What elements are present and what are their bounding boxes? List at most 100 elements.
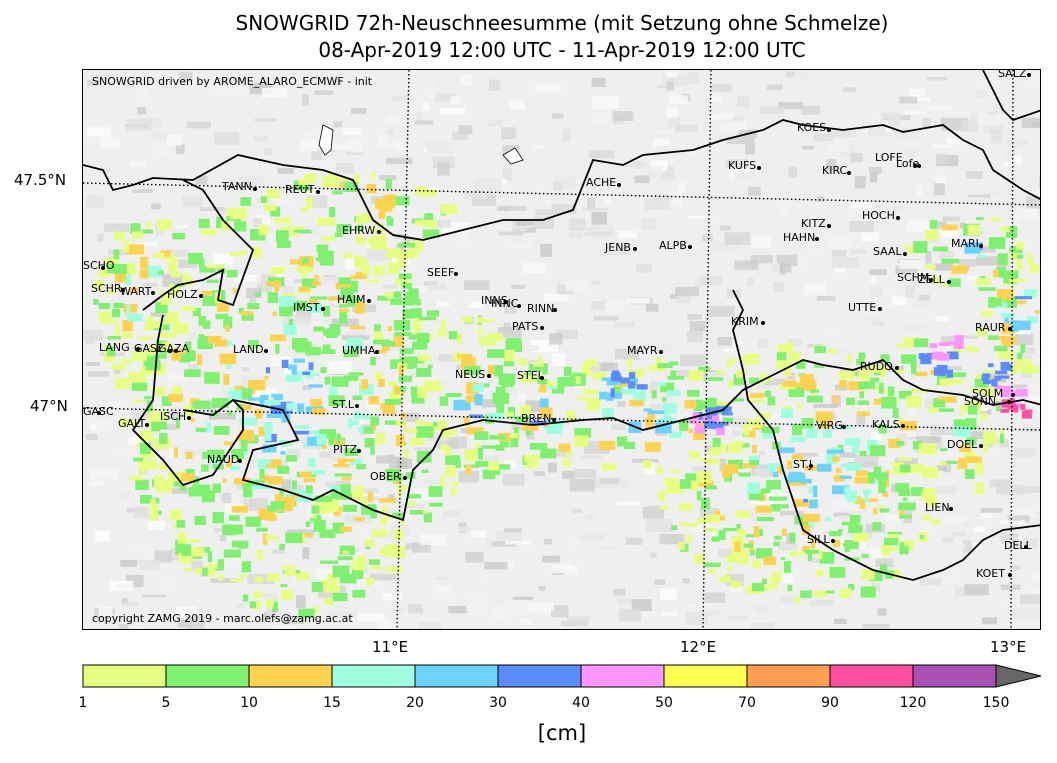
snow-cell (423, 512, 432, 523)
snow-cell (370, 239, 387, 250)
terrain-shade (896, 130, 924, 141)
snow-cell (930, 369, 935, 375)
station-marker (264, 349, 268, 353)
snow-cell (468, 414, 483, 419)
terrain-shade (794, 453, 818, 457)
snow-cell (234, 221, 247, 232)
terrain-shade (573, 468, 597, 478)
terrain-shade (813, 404, 838, 408)
terrain-shade (555, 176, 577, 189)
terrain-shade (189, 332, 196, 341)
snow-cell (254, 409, 263, 416)
station-marker (145, 423, 149, 427)
snow-cell (436, 329, 447, 337)
terrain-shade (166, 134, 183, 146)
terrain-shade (933, 263, 954, 271)
terrain-shade (124, 124, 149, 128)
snow-cell (828, 348, 838, 354)
snow-cell (911, 487, 924, 496)
terrain-shade (988, 191, 1006, 197)
station-marker (903, 252, 907, 256)
station-label: STEI (517, 369, 541, 382)
snow-cell (722, 417, 734, 423)
snow-cell (202, 567, 208, 576)
snow-cell (777, 344, 794, 353)
snow-cell (225, 340, 233, 346)
terrain-shade (241, 367, 249, 372)
snow-cell (445, 466, 457, 477)
snow-cell (402, 309, 414, 319)
snow-cell (245, 516, 261, 527)
snow-cell (241, 313, 254, 321)
terrain-shade (333, 121, 342, 128)
snow-cell (801, 418, 814, 429)
snow-cell (583, 389, 600, 395)
snow-cell (408, 335, 419, 340)
snow-cell (993, 269, 999, 278)
snow-cell (131, 231, 143, 240)
snow-cell (320, 258, 334, 266)
terrain-shade (965, 171, 983, 179)
snow-cell (248, 340, 259, 349)
station-label: RUDO (860, 360, 893, 373)
terrain-shade (970, 431, 994, 440)
terrain-shade (1013, 608, 1040, 619)
snow-cell (895, 483, 909, 493)
terrain-shade (780, 574, 794, 583)
terrain-shade (243, 499, 258, 508)
station-marker (253, 187, 257, 191)
snow-cell (737, 357, 754, 361)
snow-cell (782, 380, 796, 387)
terrain-shade (536, 188, 543, 192)
snow-cell (342, 504, 358, 512)
colorbar-segment (497, 664, 582, 688)
snow-cell (310, 470, 326, 475)
terrain-shade (257, 283, 272, 293)
station-label: LAND (233, 343, 264, 356)
snow-cell (856, 358, 865, 365)
snow-cell (783, 368, 792, 377)
station-marker (929, 278, 933, 282)
terrain-shade (86, 332, 95, 345)
terrain-shade (681, 240, 690, 251)
snow-cell-high (939, 342, 951, 346)
snow-cell (267, 573, 280, 582)
snow-cell (367, 491, 374, 502)
snow-cell (546, 428, 562, 434)
terrain-shade (101, 402, 121, 410)
terrain-shade (867, 184, 888, 196)
snow-cell (878, 481, 886, 493)
snow-cell (933, 246, 948, 252)
snow-cell (912, 388, 931, 393)
snow-cell (416, 426, 434, 438)
snow-cell (225, 325, 230, 332)
snow-cell (113, 231, 125, 240)
terrain-shade (435, 576, 447, 580)
terrain-shade (875, 558, 894, 568)
snow-cell (223, 374, 230, 386)
snow-cell (113, 303, 124, 308)
snow-cell (929, 219, 938, 229)
snow-cell (656, 465, 663, 474)
snow-cell (915, 398, 921, 405)
snow-cell (107, 335, 121, 340)
snow-cell-high (694, 426, 705, 434)
snow-cell (754, 588, 765, 592)
snow-cell (940, 448, 948, 452)
snow-cell (448, 331, 458, 340)
terrain-shade (511, 420, 530, 431)
snow-cell (788, 385, 805, 397)
terrain-shade (379, 135, 388, 147)
snow-cell (390, 264, 399, 275)
snow-cell (953, 426, 971, 437)
terrain-shade (462, 571, 472, 583)
snow-cell (663, 412, 671, 425)
snow-cell (374, 372, 383, 381)
station-label: BREN (521, 412, 552, 425)
colorbar-segment (331, 664, 416, 688)
terrain-shade (895, 265, 918, 275)
terrain-shade (722, 348, 740, 352)
snow-cell (312, 407, 326, 415)
station-label: SCHM (897, 271, 930, 284)
station-label: INNS (481, 294, 508, 307)
